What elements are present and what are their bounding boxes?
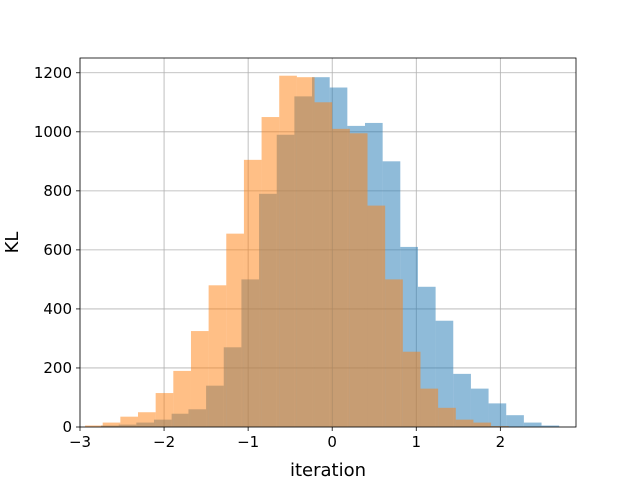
y-axis-label: KL bbox=[2, 232, 23, 254]
histogram-bar-series-2 bbox=[367, 205, 386, 427]
histogram-bar-series-1 bbox=[488, 403, 507, 427]
histogram-bar-series-2 bbox=[420, 388, 439, 427]
histogram-bar-series-2 bbox=[491, 426, 509, 427]
histogram-bar-series-2 bbox=[261, 117, 280, 427]
x-tick-label: 1 bbox=[411, 433, 421, 451]
histogram-bar-series-1 bbox=[470, 388, 489, 427]
histogram-bar-series-2 bbox=[332, 128, 350, 427]
x-tick-label: 2 bbox=[496, 433, 506, 451]
y-tick-label: 800 bbox=[43, 182, 72, 200]
histogram-bar-series-2 bbox=[314, 102, 333, 427]
y-tick-label: 0 bbox=[62, 418, 72, 436]
histogram-bar-series-2 bbox=[190, 331, 209, 427]
x-tick-label: −2 bbox=[153, 433, 175, 451]
histogram-bar-series-2 bbox=[208, 285, 227, 427]
histogram-bar-series-2 bbox=[226, 233, 244, 427]
histogram-bar-series-2 bbox=[349, 133, 368, 427]
histogram-bar-series-2 bbox=[455, 419, 474, 427]
y-tick-label: 600 bbox=[43, 241, 72, 259]
histogram-bar-series-2 bbox=[173, 370, 191, 427]
x-tick-label: −3 bbox=[69, 433, 91, 451]
histogram-bar-series-2 bbox=[85, 425, 103, 427]
x-tick-label: −1 bbox=[237, 433, 259, 451]
y-tick-label: 400 bbox=[43, 300, 72, 318]
histogram-bar-series-2 bbox=[402, 351, 421, 427]
histogram-bar-series-2 bbox=[296, 77, 315, 428]
y-tick-label: 1000 bbox=[34, 123, 72, 141]
y-tick-label: 1200 bbox=[34, 64, 72, 82]
axis-ticks: −3 −2 −1 0 1 2 0 200 400 600 800 1000 1200 bbox=[34, 64, 505, 451]
histogram-bar-series-2 bbox=[120, 416, 139, 427]
histogram-bars bbox=[85, 75, 560, 428]
plot-frame bbox=[79, 57, 577, 428]
histogram-bar-series-2 bbox=[385, 279, 403, 427]
histogram-bar-series-1 bbox=[453, 373, 471, 427]
histogram-bar-series-2 bbox=[438, 407, 456, 427]
histogram-bar-series-2 bbox=[473, 422, 492, 427]
x-axis-label: iteration bbox=[290, 460, 366, 480]
grid-lines bbox=[79, 58, 576, 428]
histogram-bar-series-1 bbox=[506, 415, 524, 427]
histogram-bar-series-1 bbox=[541, 425, 560, 427]
histogram-bar-series-2 bbox=[138, 412, 156, 427]
histogram-bar-series-1 bbox=[435, 320, 454, 427]
histogram-bar-series-2 bbox=[102, 422, 121, 427]
histogram-bar-series-1 bbox=[523, 422, 542, 427]
plot-border bbox=[79, 57, 577, 428]
histogram-bar-series-2 bbox=[155, 393, 174, 427]
histogram-bar-series-2 bbox=[279, 75, 297, 427]
histogram-bar-series-2 bbox=[243, 159, 262, 427]
x-tick-label: 0 bbox=[327, 433, 337, 451]
y-tick-label: 200 bbox=[43, 359, 72, 377]
